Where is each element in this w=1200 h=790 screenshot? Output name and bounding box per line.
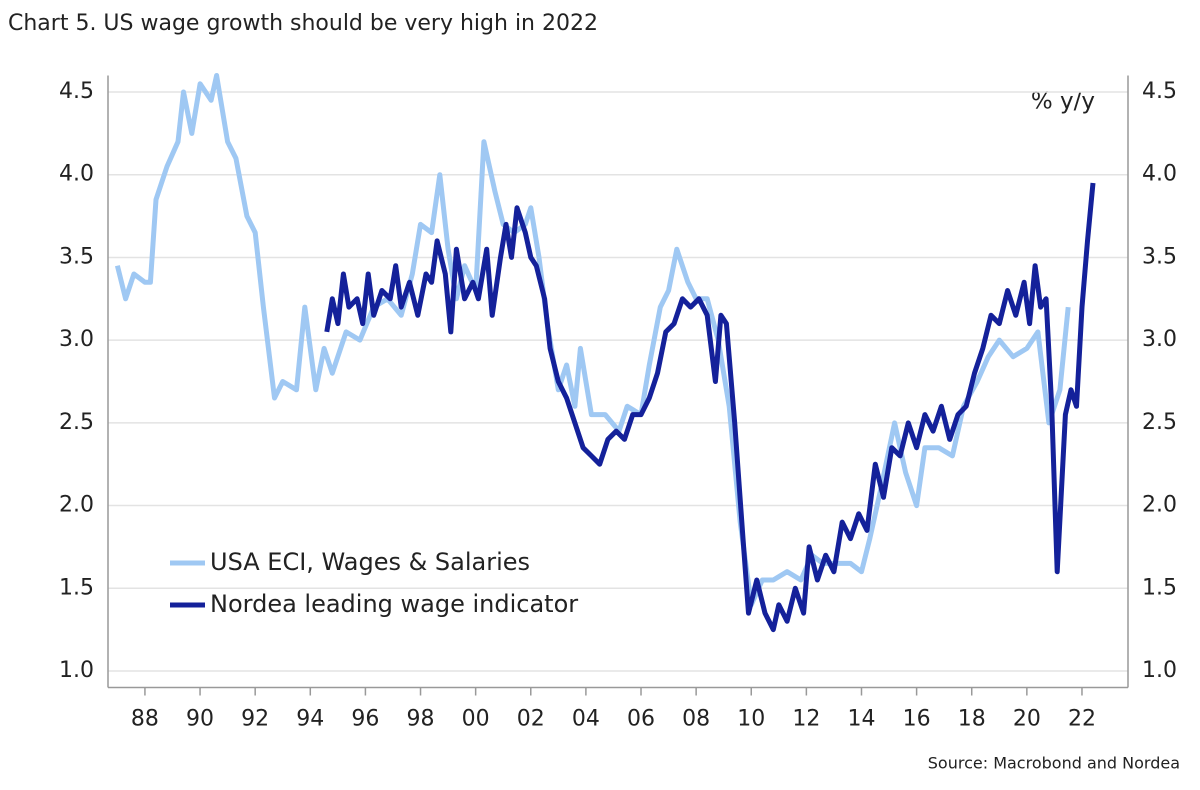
legend-label: USA ECI, Wages & Salaries	[210, 548, 530, 576]
x-tick-label: 18	[958, 707, 986, 732]
y2-tick-label: 4.5	[1142, 79, 1177, 104]
y-tick-label: 4.0	[59, 162, 94, 187]
y-tick-label: 3.5	[59, 244, 94, 269]
y-tick-label: 2.0	[59, 493, 94, 518]
x-tick-label: 88	[131, 707, 159, 732]
x-tick-label: 92	[241, 707, 269, 732]
x-tick-label: 22	[1068, 707, 1096, 732]
y2-tick-label: 2.0	[1142, 493, 1177, 518]
y2-tick-label: 3.5	[1142, 244, 1177, 269]
source: Source: Macrobond and Nordea	[928, 754, 1180, 773]
x-tick-label: 04	[572, 707, 600, 732]
x-tick-label: 20	[1013, 707, 1041, 732]
x-tick-label: 10	[737, 707, 765, 732]
y-tick-label: 1.5	[59, 575, 94, 600]
x-tick-label: 98	[407, 707, 435, 732]
series-line	[114, 73, 1071, 608]
x-tick-label: 96	[351, 707, 379, 732]
y2-tick-label: 1.0	[1142, 658, 1177, 683]
y-tick-label: 3.0	[59, 327, 94, 352]
x-tick-label: 06	[627, 707, 655, 732]
x-tick-label: 14	[847, 707, 875, 732]
y-tick-label: 4.5	[59, 79, 94, 104]
y-tick-label: 1.0	[59, 658, 94, 683]
x-tick-label: 90	[186, 707, 214, 732]
x-tick-label: 16	[903, 707, 931, 732]
x-tick-label: 00	[462, 707, 490, 732]
x-tick-label: 08	[682, 707, 710, 732]
chart-title: Chart 5. US wage growth should be very h…	[8, 11, 598, 36]
y2-tick-label: 3.0	[1142, 327, 1177, 352]
legend-label: Nordea leading wage indicator	[210, 590, 578, 618]
y2-tick-label: 2.5	[1142, 410, 1177, 435]
x-tick-label: 94	[296, 707, 324, 732]
x-tick-label: 12	[792, 707, 820, 732]
y2-tick-label: 4.0	[1142, 162, 1177, 187]
unit-annotation: % y/y	[1031, 89, 1095, 115]
series-line	[324, 182, 1096, 633]
y-tick-label: 2.5	[59, 410, 94, 435]
y2-tick-label: 1.5	[1142, 575, 1177, 600]
x-tick-label: 02	[517, 707, 545, 732]
